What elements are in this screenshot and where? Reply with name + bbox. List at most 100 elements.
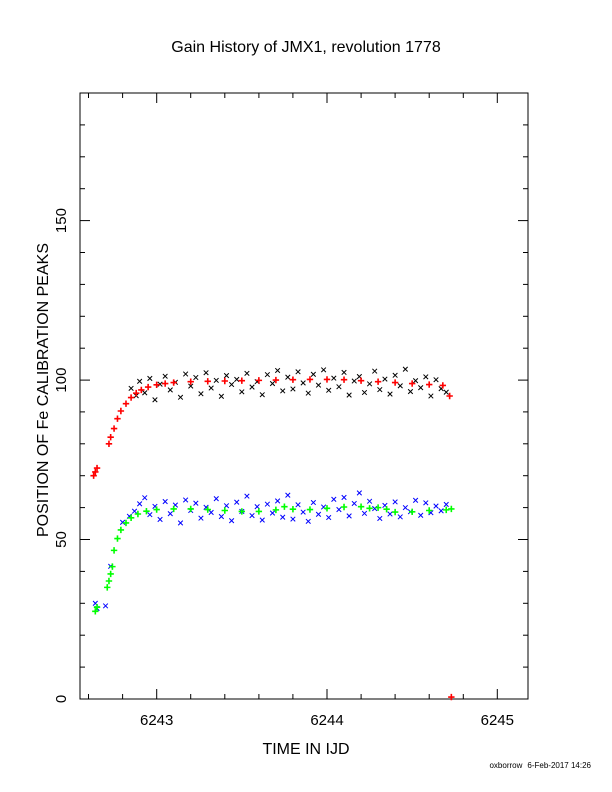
data-point-0-39 <box>326 387 332 393</box>
data-point-0-27 <box>264 371 271 378</box>
data-point-3-0 <box>92 608 99 615</box>
data-point-0-5 <box>152 397 158 403</box>
y-tick-label-0: 0 <box>53 695 70 703</box>
data-point-0-42 <box>341 369 347 376</box>
data-point-0-10 <box>177 394 184 400</box>
data-point-0-56 <box>412 378 419 384</box>
data-point-0-24 <box>249 384 255 390</box>
data-point-2-31 <box>259 517 265 523</box>
data-point-3-18 <box>238 508 246 515</box>
data-point-1-24 <box>323 376 331 383</box>
data-point-3-28 <box>374 504 382 511</box>
data-point-3-1 <box>93 603 101 611</box>
data-point-2-23 <box>218 513 225 520</box>
data-point-2-30 <box>254 504 260 510</box>
data-point-0-17 <box>213 377 219 384</box>
footer-date: 6-Feb-2017 14:26 <box>527 761 591 770</box>
data-point-2-19 <box>198 515 204 521</box>
x-axis-label: TIME IN IJD <box>262 741 349 758</box>
data-point-2-65 <box>433 503 439 509</box>
data-point-3-30 <box>391 508 399 516</box>
series-1 <box>90 376 455 701</box>
data-point-0-50 <box>382 376 388 382</box>
data-point-2-44 <box>326 514 332 521</box>
data-point-0-36 <box>310 371 317 377</box>
data-point-2-58 <box>397 514 403 520</box>
data-point-0-16 <box>208 385 214 391</box>
data-point-3-24 <box>323 505 331 512</box>
data-point-2-48 <box>346 513 352 519</box>
data-point-2-52 <box>366 498 373 504</box>
data-point-0-60 <box>433 377 439 383</box>
data-point-2-33 <box>269 510 276 516</box>
data-point-3-13 <box>153 506 160 513</box>
data-point-1-25 <box>340 376 348 383</box>
data-point-2-54 <box>377 515 383 522</box>
data-point-0-37 <box>315 382 322 388</box>
data-point-1-22 <box>289 376 297 383</box>
data-point-2-18 <box>193 500 199 506</box>
data-point-0-52 <box>392 372 398 378</box>
data-point-2-37 <box>290 516 296 522</box>
y-tick-labels: 0 50 100 150 <box>53 208 70 703</box>
data-point-0-14 <box>198 391 204 397</box>
x-tick-labels: 6243 6244 6245 <box>140 712 514 729</box>
data-point-2-15 <box>177 520 184 526</box>
y-tick-label-2: 100 <box>53 368 70 393</box>
y-axis-label: POSITION OF Fe CALIBRATION PEAKS <box>35 243 52 537</box>
data-point-0-23 <box>244 370 250 377</box>
data-point-1-28 <box>391 379 399 386</box>
data-point-0-13 <box>193 374 199 381</box>
data-point-1-32 <box>446 392 453 400</box>
data-point-2-42 <box>315 511 322 517</box>
data-point-1-7 <box>117 407 125 415</box>
data-point-3-25 <box>340 503 348 511</box>
data-point-2-11 <box>157 516 163 523</box>
data-point-0-0 <box>128 385 134 391</box>
data-point-2-29 <box>249 512 255 519</box>
data-point-0-38 <box>320 367 327 373</box>
data-point-0-57 <box>418 385 424 391</box>
data-point-3-10 <box>127 514 135 522</box>
data-point-3-32 <box>426 507 433 514</box>
data-point-2-7 <box>136 501 143 507</box>
data-point-2-47 <box>341 494 347 501</box>
data-point-1-12 <box>144 383 152 391</box>
data-point-1-4 <box>107 433 114 441</box>
data-point-1-6 <box>114 415 121 422</box>
data-point-0-7 <box>162 373 168 379</box>
data-point-1-2 <box>93 464 101 472</box>
data-point-3-34 <box>448 505 455 513</box>
data-point-0-26 <box>259 392 265 398</box>
data-point-1-3 <box>105 440 113 448</box>
data-point-0-62 <box>443 389 449 395</box>
data-point-2-63 <box>423 500 429 506</box>
data-point-2-56 <box>387 511 393 517</box>
data-point-2-13 <box>167 511 173 517</box>
series-0 <box>128 366 449 403</box>
data-point-0-29 <box>274 367 281 374</box>
data-point-2-8 <box>142 495 148 501</box>
data-point-2-57 <box>392 499 398 505</box>
data-point-2-36 <box>285 492 291 498</box>
data-point-0-8 <box>167 387 173 393</box>
data-point-2-4 <box>119 519 126 525</box>
data-point-0-15 <box>203 370 209 376</box>
footer-author: oxborrow <box>489 761 522 770</box>
x-tick-label-1: 6244 <box>310 712 343 729</box>
data-point-2-38 <box>295 502 301 508</box>
data-point-1-11 <box>138 386 145 394</box>
data-point-3-11 <box>134 510 142 518</box>
data-point-0-40 <box>331 375 337 381</box>
data-point-1-1 <box>92 468 99 476</box>
data-point-0-31 <box>285 374 291 380</box>
data-point-0-21 <box>234 376 240 383</box>
data-point-2-32 <box>264 501 271 507</box>
data-point-2-59 <box>402 504 409 511</box>
data-point-0-30 <box>280 388 286 394</box>
data-point-2-40 <box>305 518 311 524</box>
data-point-2-24 <box>223 503 230 509</box>
data-point-0-28 <box>269 380 276 387</box>
data-point-3-8 <box>117 526 125 534</box>
data-point-0-11 <box>182 371 189 377</box>
